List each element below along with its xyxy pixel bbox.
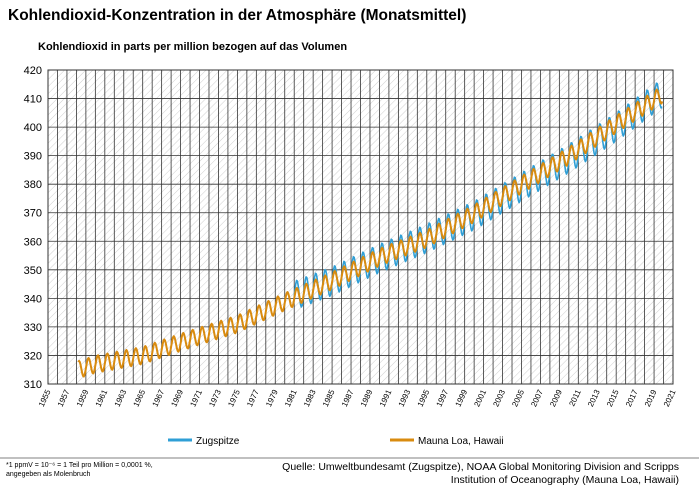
x-tick-label: 1993 [397,388,413,408]
source-note: Quelle: Umweltbundesamt (Zugspitze), NOA… [282,461,679,487]
x-tick-label: 2017 [624,388,640,408]
footnote: *1 ppmV = 10⁻⁶ = 1 Teil pro Million = 0,… [6,461,206,479]
y-tick-label: 370 [24,208,42,220]
x-tick-label: 1959 [75,388,91,408]
x-tick-label: 1983 [302,388,318,408]
y-tick-label: 400 [24,122,42,134]
x-tick-label: 2019 [643,388,659,408]
x-tick-label: 2015 [605,388,621,408]
y-tick-label: 410 [24,94,42,106]
x-tick-label: 1961 [94,388,110,408]
x-tick-label: 1971 [188,388,204,408]
x-tick-label: 1985 [321,388,337,408]
source-line-2: Institution of Oceanography (Mauna Loa, … [450,474,679,486]
series-layer [77,82,664,378]
footnote-line-1: *1 ppmV = 10⁻⁶ = 1 Teil pro Million = 0,… [6,462,153,469]
y-tick-label: 320 [24,350,42,362]
source-line-1: Quelle: Umweltbundesamt (Zugspitze), NOA… [282,461,679,473]
footnote-line-2: angegeben als Molenbruch [6,471,91,478]
x-tick-label: 1965 [132,388,148,408]
x-tick-label: 1975 [226,388,242,408]
x-tick-label: 1987 [340,388,356,408]
y-axis-labels: 310 320 330 340 350 360 370 380 390 400 410 420 [24,65,42,391]
y-tick-label: 380 [24,179,42,191]
x-tick-label: 1977 [245,388,261,408]
x-tick-label: 2003 [491,388,507,408]
x-tick-label: 1991 [378,388,394,408]
legend: Zugspitze Mauna Loa, Hawaii [168,436,504,447]
legend-label-zugspitze: Zugspitze [196,436,240,447]
y-tick-label: 350 [24,265,42,277]
x-tick-label: 1957 [56,388,72,408]
page-title: Kohlendioxid-Konzentration in der Atmosp… [8,7,467,24]
x-tick-label: 1995 [416,388,432,408]
series-line-mauna-loa [77,88,664,378]
chart-subtitle: Kohlendioxid in parts per million bezoge… [38,41,348,53]
plot-border [47,69,674,385]
x-tick-label: 1999 [454,388,470,408]
x-tick-label: 2011 [567,388,583,408]
y-tick-label: 340 [24,293,42,305]
x-axis-labels: 1955 1957 1959 1961 1963 1965 1967 1969 1971 1973… [37,388,678,408]
x-tick-label: 1979 [264,388,280,408]
x-tick-label: 2013 [586,388,602,408]
x-tick-label: 2001 [472,388,488,408]
x-tick-label: 2009 [548,388,564,408]
x-tick-label: 2007 [529,388,545,408]
x-tick-label: 1981 [283,388,299,408]
y-tick-label: 390 [24,151,42,163]
y-tick-label: 310 [24,379,42,391]
x-tick-label: 1997 [435,388,451,408]
y-tick-label: 420 [24,65,42,77]
x-tick-label: 1969 [169,388,185,408]
legend-label-mauna-loa: Mauna Loa, Hawaii [418,436,504,447]
x-tick-label: 1973 [207,388,223,408]
x-tick-label: 2021 [662,388,678,408]
x-tick-label: 1989 [359,388,375,408]
x-tick-label: 1963 [113,388,129,408]
y-tick-label: 330 [24,322,42,334]
x-tick-label: 1967 [150,388,166,408]
y-tick-label: 360 [24,236,42,248]
x-tick-label: 2005 [510,388,526,408]
